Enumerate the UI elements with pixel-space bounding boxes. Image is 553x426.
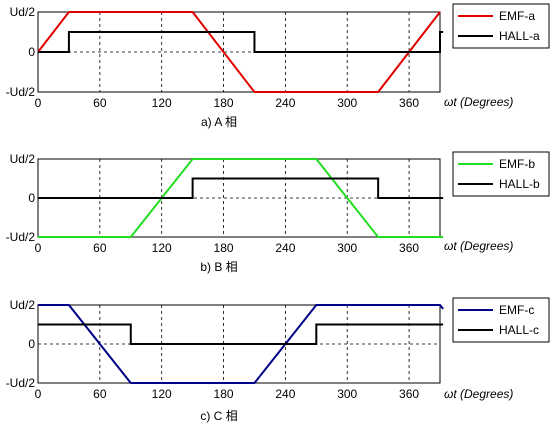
series-line-hall-a	[38, 31, 444, 53]
y-tick-label: -Ud/2	[6, 85, 36, 99]
legend: EMF-a HALL-a	[452, 3, 550, 49]
x-tick-label: 60	[93, 387, 107, 401]
x-axis-label: ωt (Degrees)	[444, 95, 513, 109]
legend-entry-emf-c: EMF-c	[499, 303, 534, 317]
legend-entry-hall-a: HALL-a	[499, 29, 540, 43]
y-tick-label: 0	[28, 45, 35, 59]
x-tick-label: 360	[399, 241, 419, 255]
x-tick-label: 120	[152, 387, 172, 401]
panel-caption: a) A 相	[201, 115, 237, 129]
series-line-emf-c	[38, 304, 444, 384]
legend-entry-hall-c: HALL-c	[499, 323, 539, 337]
x-tick-label: 360	[399, 387, 419, 401]
x-tick-label: 120	[152, 241, 172, 255]
x-tick-label: 240	[275, 96, 295, 110]
series-line-hall-b	[38, 177, 444, 199]
legend-entry-emf-a: EMF-a	[499, 9, 535, 23]
x-tick-label: 0	[35, 387, 42, 401]
x-tick-label: 60	[93, 241, 107, 255]
x-tick-label: 240	[275, 241, 295, 255]
panel-caption: b) B 相	[200, 260, 237, 274]
legend-entry-hall-b: HALL-b	[499, 177, 540, 191]
x-axis-label: ωt (Degrees)	[444, 387, 513, 401]
y-tick-label: -Ud/2	[6, 230, 36, 244]
y-tick-label: 0	[28, 337, 35, 351]
series-line-hall-c	[38, 323, 444, 345]
legend-box	[452, 3, 550, 49]
x-tick-label: 180	[214, 241, 234, 255]
x-tick-label: 0	[35, 241, 42, 255]
x-tick-label: 180	[214, 96, 234, 110]
legend: EMF-b HALL-b	[452, 151, 550, 197]
x-tick-label: 300	[337, 241, 357, 255]
legend-box	[452, 151, 550, 197]
legend-box	[452, 297, 550, 343]
x-axis-label: ωt (Degrees)	[444, 239, 513, 253]
x-tick-label: 60	[93, 96, 107, 110]
x-tick-label: 180	[214, 387, 234, 401]
x-tick-label: 120	[152, 96, 172, 110]
x-tick-label: 0	[35, 96, 42, 110]
y-tick-label: Ud/2	[10, 5, 36, 19]
y-tick-label: Ud/2	[10, 152, 36, 166]
series-line-emf-a	[37, 11, 441, 93]
y-tick-label: -Ud/2	[6, 376, 36, 390]
legend-entry-emf-b: EMF-b	[499, 157, 535, 171]
x-tick-label: 240	[275, 387, 295, 401]
x-tick-label: 300	[337, 96, 357, 110]
legend: EMF-c HALL-c	[452, 297, 550, 343]
y-tick-label: Ud/2	[10, 298, 36, 312]
y-tick-label: 0	[28, 191, 35, 205]
x-tick-label: 360	[399, 96, 419, 110]
x-tick-label: 300	[337, 387, 357, 401]
panel-caption: c) C 相	[200, 409, 237, 423]
series-line-emf-b	[38, 158, 444, 238]
